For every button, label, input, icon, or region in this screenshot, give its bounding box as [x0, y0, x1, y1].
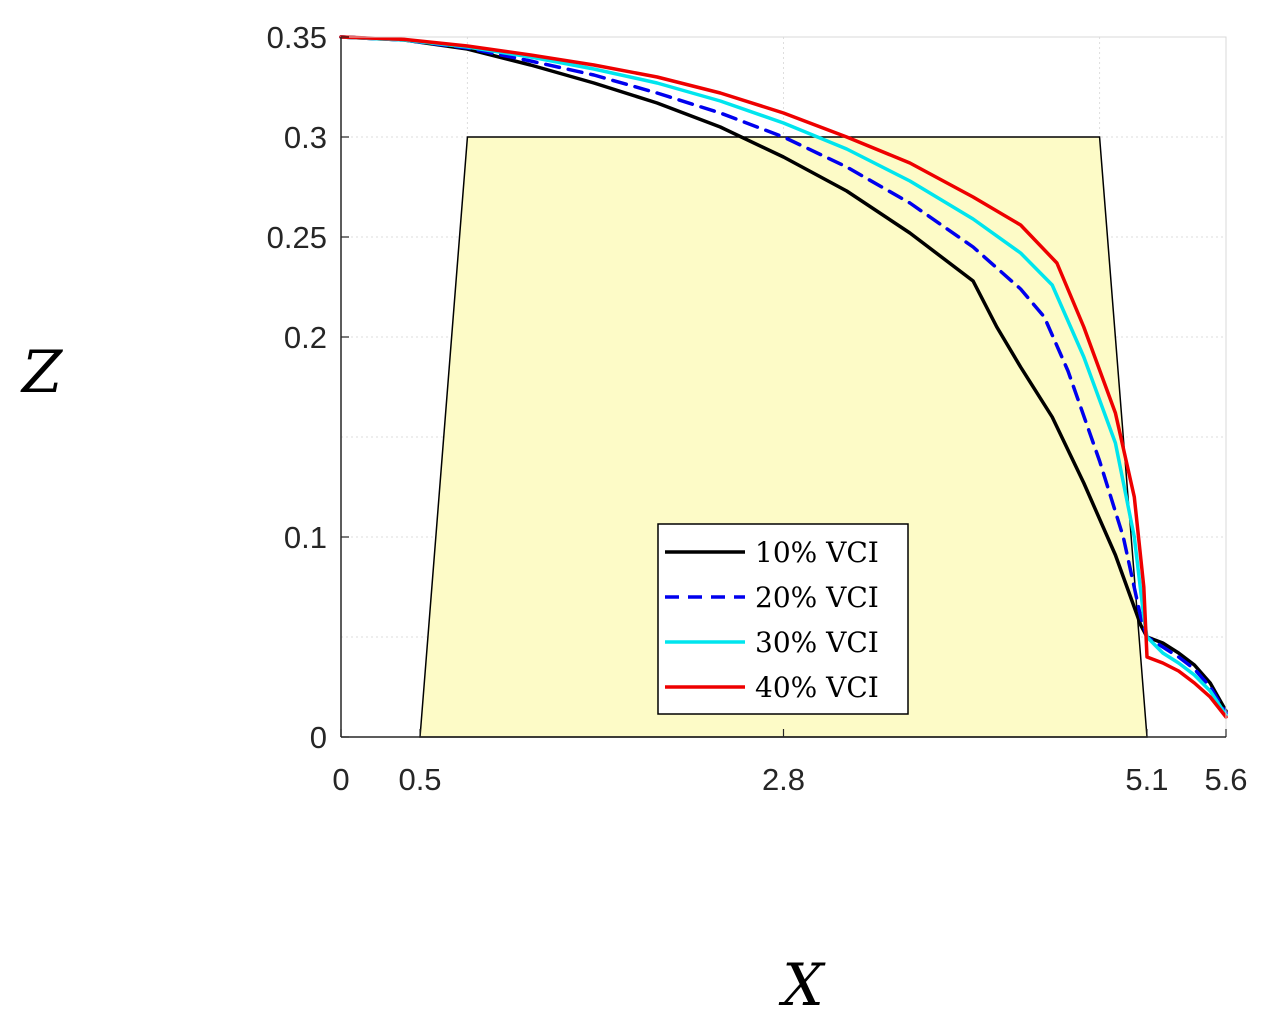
legend-label-1: 10% VCI [755, 536, 879, 569]
legend-items: 10% VCI 20% VCI 30% VCI 40% VCI [665, 536, 879, 704]
y-axis-title: Z [20, 338, 64, 406]
tick-labels: 0 0.5 2.8 5.1 5.6 0 0.1 0.2 0.25 0.3 0.35 [267, 20, 1248, 797]
series-line-3 [339, 35, 1228, 717]
x-tick-label: 5.6 [1204, 762, 1247, 797]
series-line-1 [339, 35, 1228, 713]
y-tick-label: 0.3 [284, 120, 327, 155]
axes [340, 36, 1227, 738]
x-tick-label: 2.8 [762, 762, 805, 797]
series-line-4 [339, 35, 1228, 719]
y-tick-label: 0.2 [284, 320, 327, 355]
legend-label-2: 20% VCI [755, 581, 879, 614]
x-axis-title: X [778, 951, 826, 1019]
x-tick-label: 0.5 [398, 762, 441, 797]
x-tick-label: 5.1 [1125, 762, 1168, 797]
y-tick-label: 0.35 [267, 20, 327, 55]
x-tick-label: 0 [332, 762, 349, 797]
series-layer [339, 35, 1228, 719]
legend-box [657, 523, 909, 715]
legend-label-3: 30% VCI [755, 626, 879, 659]
y-tick-label: 0.25 [267, 220, 327, 255]
series-line-2 [339, 35, 1228, 715]
y-tick-label: 0 [310, 720, 327, 755]
legend-label-4: 40% VCI [755, 671, 879, 704]
legend: 10% VCI 20% VCI 30% VCI 40% VCI [657, 523, 909, 715]
y-tick-label: 0.1 [284, 520, 327, 555]
